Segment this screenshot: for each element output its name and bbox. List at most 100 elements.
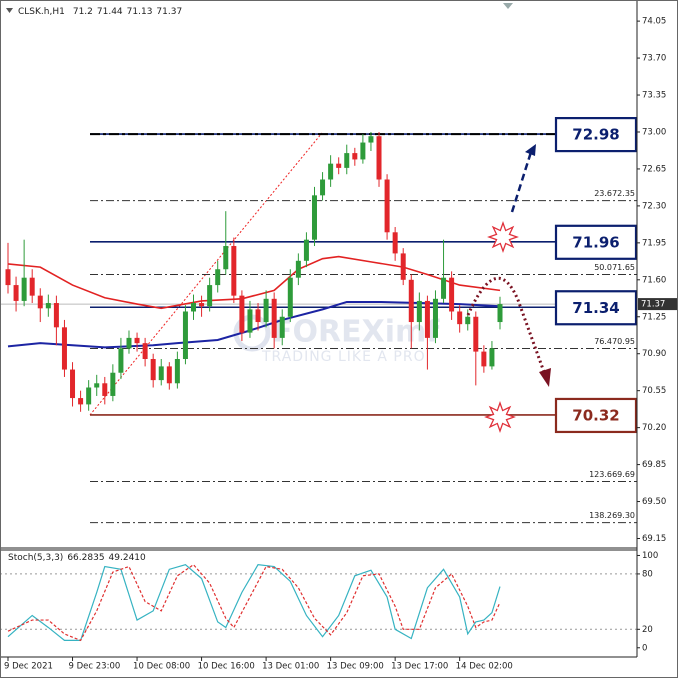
x-tick-label: 10 Dec 16:00 — [198, 662, 255, 672]
candle-body — [118, 348, 124, 373]
fib-level-label: 123.6 — [589, 470, 612, 479]
candle-body — [473, 316, 479, 352]
price-tag — [638, 298, 678, 311]
level-box-label: 71.96 — [572, 233, 619, 251]
candle-body — [102, 383, 108, 396]
x-tick-label: 14 Dec 02:00 — [456, 662, 513, 672]
x-tick-label: 13 Dec 01:00 — [262, 662, 319, 672]
candle-body — [5, 269, 11, 286]
candle-body — [392, 232, 398, 254]
candle-body — [465, 316, 471, 325]
candle-body — [207, 285, 213, 307]
moving-average — [7, 255, 501, 310]
candle-body — [287, 277, 293, 317]
y-tick-label: 100 — [642, 551, 658, 561]
candle-body — [110, 372, 116, 396]
fib-level-label: 138.2 — [589, 511, 612, 520]
candle-body — [21, 277, 27, 301]
candle-body — [166, 366, 172, 384]
candle-body — [295, 260, 301, 278]
y-tick-label: 73.00 — [642, 127, 666, 137]
y-tick-label: 69.85 — [642, 460, 666, 470]
candle-body — [481, 351, 487, 367]
candle-body — [424, 300, 430, 338]
candle-body — [416, 300, 422, 323]
candle-body — [344, 153, 350, 168]
shift-marker — [503, 3, 513, 9]
y-tick-label: 71.95 — [642, 238, 666, 248]
fib-price-label: 71.65 — [612, 263, 635, 272]
fib-level-label: 50.0 — [594, 263, 612, 272]
fib-price-label: 69.69 — [612, 470, 635, 479]
y-tick-label: 70.20 — [642, 423, 666, 433]
candle-body — [231, 246, 237, 296]
y-tick-label: 72.65 — [642, 164, 666, 174]
x-tick-label: 13 Dec 09:00 — [327, 662, 384, 672]
candle-body — [457, 311, 463, 325]
header: CLSK.h,H1 71.2 71.44 71.13 71.37 — [18, 7, 182, 17]
stoch-line — [7, 563, 501, 642]
candle-body — [400, 253, 406, 280]
candle-body — [247, 309, 253, 333]
x-tick-label: 13 Dec 17:00 — [391, 662, 448, 672]
level-box-label: 70.32 — [572, 406, 619, 424]
candle-body — [449, 277, 455, 312]
candle-body — [53, 303, 59, 328]
candle-body — [61, 327, 67, 370]
stoch-main: 66.2835 — [67, 553, 104, 563]
candle-body — [255, 309, 261, 323]
stoch-title: Stoch(5,3,3) — [8, 553, 63, 563]
candle-body — [134, 337, 140, 344]
y-tick-label: 73.70 — [642, 54, 666, 64]
candle-body — [497, 304, 503, 323]
candle-body — [174, 358, 180, 384]
candle-body — [352, 153, 358, 160]
candle-body — [432, 298, 438, 338]
y-tick-label: 69.50 — [642, 497, 666, 507]
fib-trendline — [89, 132, 323, 416]
level-box-label: 71.34 — [572, 299, 619, 317]
candle-body — [328, 163, 334, 180]
last-close: 71.37 — [156, 7, 182, 17]
candle-body — [489, 348, 495, 367]
candle-body — [303, 239, 309, 261]
stoch-header: Stoch(5,3,3) 66.2835 49.2410 — [8, 553, 146, 563]
last-open: 71.2 — [73, 7, 93, 17]
level-box — [554, 290, 638, 326]
fib-price-label: 69.30 — [612, 511, 635, 520]
candle-body — [360, 142, 366, 160]
y-tick-label: 72.30 — [642, 201, 666, 211]
candle-body — [150, 358, 156, 381]
burst-icon — [487, 221, 519, 253]
y-tick-label: 74.05 — [642, 17, 666, 27]
candle-body — [320, 179, 326, 196]
y-tick-label: 71.60 — [642, 275, 666, 285]
fib-level-label: 23.6 — [594, 189, 612, 198]
stoch-line — [7, 564, 501, 641]
candle-body — [376, 136, 382, 180]
level-box — [554, 116, 638, 153]
candle-body — [70, 369, 76, 399]
candle-body — [13, 285, 19, 301]
candle-body — [311, 195, 317, 240]
last-low: 71.13 — [127, 7, 153, 17]
stoch-signal: 49.2410 — [109, 553, 146, 563]
candle-body — [158, 366, 164, 381]
arrow-head — [539, 368, 551, 387]
watermark: FOREXimf TRADING LIKE A PRO — [233, 314, 440, 365]
burst-icon — [484, 401, 516, 433]
fib-price-label: 72.35 — [612, 189, 635, 198]
y-tick-label: 69.15 — [642, 534, 666, 544]
candle-body — [384, 179, 390, 233]
candle-body — [271, 298, 277, 338]
x-tick-label: 10 Dec 08:00 — [133, 662, 190, 672]
y-tick-label: 0 — [642, 643, 647, 653]
menu-arrow — [6, 8, 13, 13]
candle-body — [215, 269, 221, 286]
candle-body — [223, 246, 229, 270]
last-high: 71.44 — [97, 7, 123, 17]
x-tick-label: 9 Dec 23:00 — [69, 662, 121, 672]
projection-arrow-down — [466, 276, 546, 373]
candle-body — [126, 337, 132, 349]
y-tick-label: 20 — [642, 625, 653, 635]
